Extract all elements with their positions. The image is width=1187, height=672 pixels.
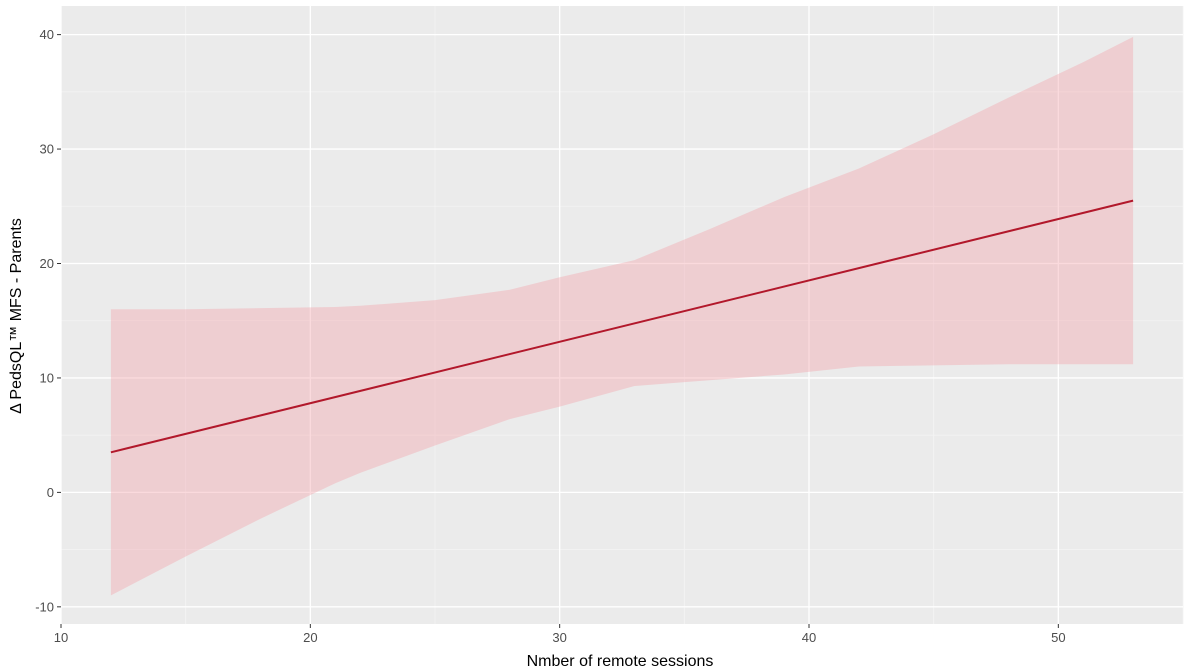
- y-tick-label: 30: [40, 142, 54, 157]
- plot-panel: [61, 6, 1183, 624]
- y-axis: -10 0 10 20 30 40: [35, 27, 61, 614]
- x-axis: 10 20 30 40 50: [54, 624, 1066, 645]
- x-axis-title: Nmber of remote sessions: [527, 653, 714, 670]
- y-tick-label: -10: [35, 599, 54, 614]
- y-tick-label: 20: [40, 256, 54, 271]
- y-tick-label: 40: [40, 27, 54, 42]
- x-tick-label: 50: [1051, 630, 1065, 645]
- confidence-ribbon: [110, 36, 1134, 596]
- x-tick-label: 10: [54, 630, 68, 645]
- minor-gridlines: [61, 6, 1184, 624]
- x-tick-label: 40: [802, 630, 816, 645]
- major-gridlines: [60, 6, 1183, 624]
- y-tick-label: 10: [40, 370, 54, 385]
- x-tick-label: 30: [552, 630, 566, 645]
- regression-line: [110, 199, 1134, 454]
- y-axis-title: Δ PedsQL™ MFS - Parents: [8, 218, 25, 414]
- x-tick-label: 20: [303, 630, 317, 645]
- y-tick-label: 0: [47, 485, 54, 500]
